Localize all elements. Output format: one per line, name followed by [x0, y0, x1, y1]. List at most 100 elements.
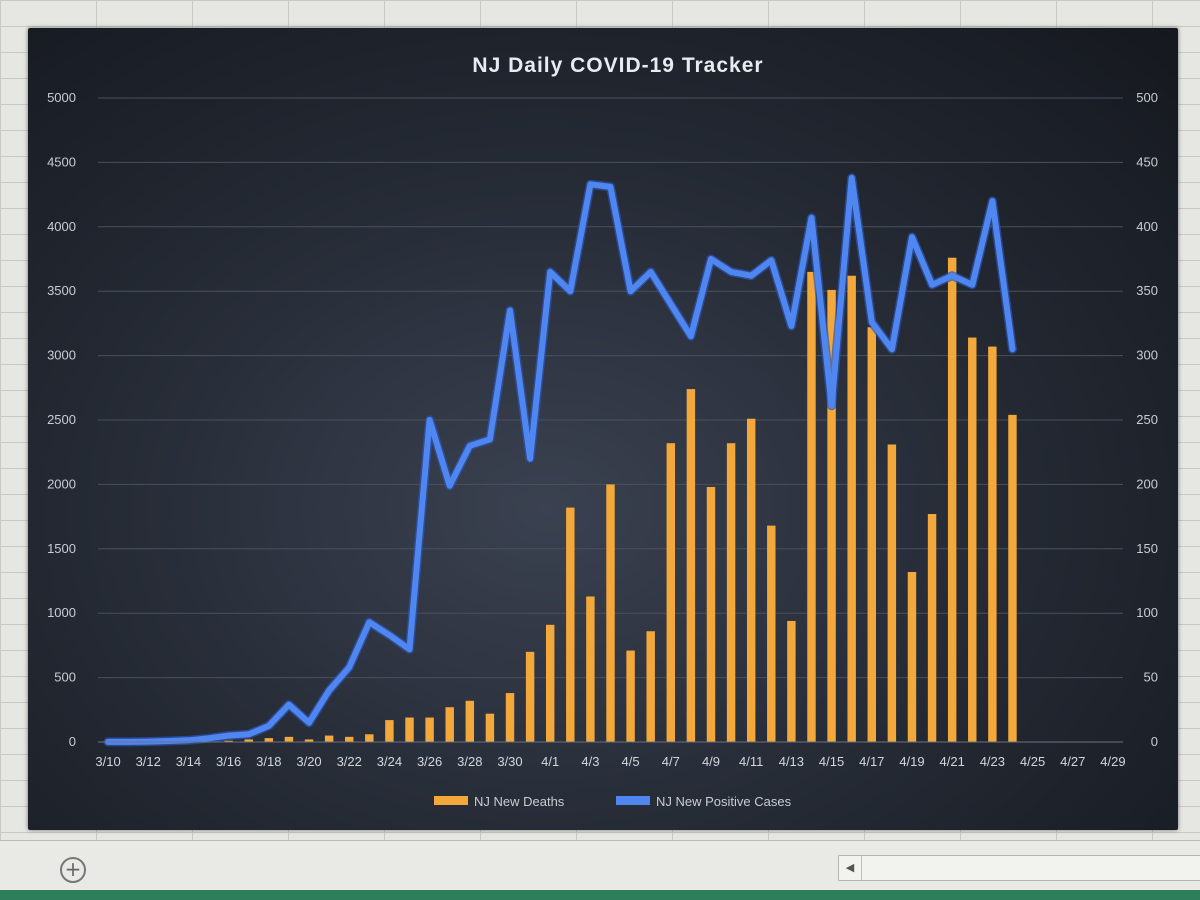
point — [830, 404, 834, 408]
x-tick-label: 4/5 — [622, 754, 640, 769]
line-series-cases — [103, 173, 1017, 747]
legend-swatch-deaths — [434, 796, 468, 805]
bar — [425, 717, 434, 742]
bar — [887, 444, 897, 742]
point — [367, 620, 371, 624]
bar — [586, 596, 595, 742]
point — [890, 347, 894, 351]
x-tick-label: 3/20 — [296, 754, 321, 769]
point — [548, 270, 552, 274]
x-tick-label: 3/16 — [216, 754, 241, 769]
bar — [224, 740, 233, 742]
y2-tick-label: 0 — [1151, 734, 1158, 749]
x-tick-label: 3/22 — [337, 754, 362, 769]
bar — [947, 257, 957, 742]
y-tick-label: 3000 — [47, 348, 76, 363]
x-tick-label: 3/18 — [256, 754, 281, 769]
point — [769, 258, 773, 262]
y2-tick-label: 150 — [1136, 541, 1158, 556]
bar — [626, 650, 635, 742]
point — [327, 688, 331, 692]
y2-tick-label: 500 — [1136, 90, 1158, 105]
sheet-tab-bar: + ◀ — [0, 840, 1200, 891]
x-tick-label: 4/13 — [779, 754, 804, 769]
bar — [545, 624, 555, 742]
x-tick-label: 3/12 — [136, 754, 161, 769]
chart-title: NJ Daily COVID-19 Tracker — [472, 54, 763, 77]
point — [468, 444, 472, 448]
x-tick-label: 3/30 — [497, 754, 522, 769]
point — [629, 289, 633, 293]
point — [990, 199, 994, 203]
secondary-y-axis: 0 50 100 150 200 250 300 350 400 450 500 — [1136, 90, 1158, 749]
point — [910, 235, 914, 239]
point — [749, 274, 753, 278]
point — [428, 418, 432, 422]
y-tick-label: 0 — [69, 734, 76, 749]
y-tick-label: 3500 — [47, 283, 76, 298]
point — [970, 283, 974, 287]
point — [870, 320, 874, 324]
bar — [244, 739, 253, 742]
point — [227, 734, 231, 738]
bar — [927, 514, 937, 742]
point — [488, 437, 492, 441]
bar — [706, 486, 716, 742]
bar — [666, 443, 676, 742]
y2-tick-label: 100 — [1136, 605, 1158, 620]
add-sheet-button[interactable]: + — [60, 857, 86, 883]
x-tick-label: 4/15 — [819, 754, 844, 769]
point — [528, 457, 532, 461]
x-axis: 3/10 3/12 3/14 3/16 3/18 3/20 3/22 3/24 3/26 3/28… — [95, 741, 1126, 769]
bar — [284, 736, 294, 742]
point — [649, 270, 653, 274]
bar — [968, 337, 977, 742]
y-tick-label: 1000 — [47, 605, 76, 620]
line-series — [105, 174, 1016, 745]
point — [207, 736, 211, 740]
x-tick-label: 4/19 — [899, 754, 924, 769]
x-tick-label: 4/27 — [1060, 754, 1085, 769]
x-tick-label: 4/9 — [702, 754, 720, 769]
point — [850, 176, 854, 180]
point — [508, 309, 512, 313]
bar — [787, 620, 796, 742]
legend: NJ New Deaths NJ New Positive Cases — [434, 794, 792, 809]
point — [789, 324, 793, 328]
bar — [907, 571, 917, 742]
y-tick-label: 5000 — [47, 90, 76, 105]
bar — [365, 734, 374, 742]
y2-tick-label: 200 — [1136, 476, 1158, 491]
bar — [566, 507, 575, 742]
x-tick-label: 3/26 — [417, 754, 442, 769]
x-tick-label: 4/21 — [940, 754, 965, 769]
horizontal-scrollbar[interactable]: ◀ — [838, 855, 1200, 881]
point — [568, 289, 572, 293]
bar — [847, 275, 856, 742]
y2-tick-label: 350 — [1136, 283, 1158, 298]
legend-label-deaths: NJ New Deaths — [474, 794, 565, 809]
bar — [746, 418, 756, 742]
x-tick-label: 4/29 — [1100, 754, 1125, 769]
chart-area[interactable]: 0 500 1000 1500 2000 2500 3000 3500 4000 4500 5000… — [28, 28, 1178, 830]
bar — [485, 713, 495, 742]
bar-series-deaths — [103, 257, 1017, 743]
y2-tick-label: 50 — [1144, 670, 1158, 685]
bar — [726, 443, 736, 742]
x-tick-label: 4/7 — [662, 754, 680, 769]
point — [287, 703, 291, 707]
bar — [525, 651, 535, 742]
x-tick-label: 4/3 — [581, 754, 599, 769]
bar — [867, 327, 876, 742]
point — [809, 216, 813, 220]
y-tick-label: 4500 — [47, 154, 76, 169]
scroll-left-arrow-icon[interactable]: ◀ — [839, 856, 862, 880]
bar — [505, 693, 515, 742]
point — [588, 182, 592, 186]
bar — [264, 738, 274, 742]
bar — [988, 346, 997, 742]
bar — [606, 484, 615, 742]
bar — [686, 389, 696, 742]
bar — [405, 717, 414, 742]
combo-chart: 0500100015002000250030003500400045005000… — [47, 54, 1158, 809]
